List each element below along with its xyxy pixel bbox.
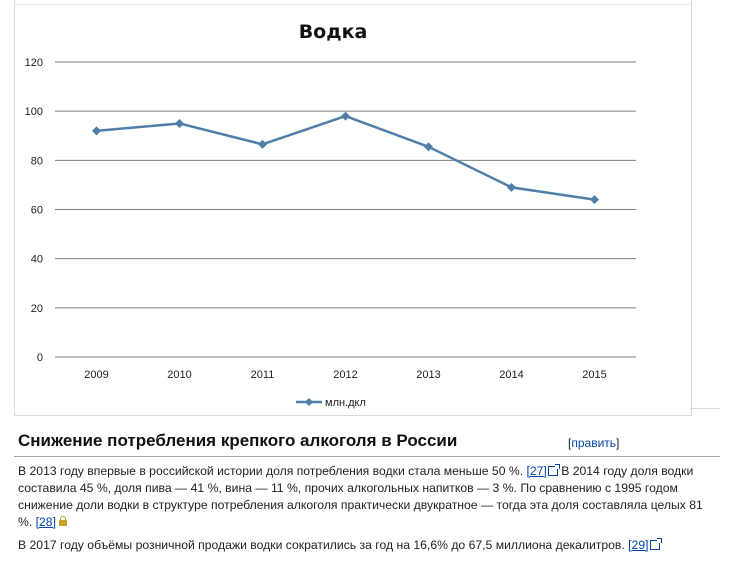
series-line <box>96 114 595 201</box>
data-point <box>341 111 350 121</box>
data-point <box>424 142 433 152</box>
legend-marker <box>305 398 313 406</box>
reference-29[interactable]: [29] <box>628 538 649 552</box>
chart-title: Водка <box>299 21 368 43</box>
y-tick-label: 120 <box>25 57 43 69</box>
reference-27[interactable]: [27] <box>526 464 547 478</box>
section-heading: Снижение потребления крепкого алкоголя в… <box>18 431 458 450</box>
data-point <box>507 182 516 192</box>
article-section: Снижение потребления крепкого алкоголя в… <box>14 430 720 554</box>
data-point <box>92 126 101 136</box>
paragraph-2-text: В 2017 году объёмы розничной продажи вод… <box>18 538 625 552</box>
chart-grid <box>55 61 636 358</box>
x-tick-label: 2011 <box>251 369 275 381</box>
y-tick-label: 0 <box>37 352 43 364</box>
edit-bracket-close: ] <box>616 436 620 450</box>
external-link-icon <box>649 538 662 550</box>
y-tick-label: 60 <box>31 205 43 217</box>
y-tick-label: 40 <box>31 254 43 266</box>
chart-frame <box>14 0 692 416</box>
x-tick-label: 2010 <box>167 369 191 381</box>
paragraph-1-text-b: В 2014 году доля водки составила 45 %, д… <box>18 464 703 529</box>
paragraph-1: В 2013 году впервые в российской истории… <box>18 463 718 531</box>
data-point <box>258 139 267 149</box>
section-heading-row: Снижение потребления крепкого алкоголя в… <box>14 430 720 457</box>
chart-series <box>92 111 599 205</box>
edit-bracket-open: [ <box>568 436 572 450</box>
chart-legend: млн.дкл <box>296 397 366 409</box>
chart-frame-top-border <box>14 4 690 5</box>
edit-section-link[interactable]: [править] <box>568 436 619 450</box>
x-tick-label: 2009 <box>84 369 108 381</box>
lock-icon <box>58 516 67 526</box>
external-link-icon <box>547 464 560 476</box>
data-point <box>590 195 599 205</box>
legend-label: млн.дкл <box>325 397 366 409</box>
x-tick-label: 2013 <box>416 369 440 381</box>
y-tick-label: 20 <box>31 303 43 315</box>
x-axis-ticks: 2009 2010 2011 2012 2013 2014 2015 <box>84 369 606 381</box>
reference-28[interactable]: [28] <box>35 515 56 529</box>
paragraph-1-text-a: В 2013 году впервые в российской истории… <box>18 464 524 478</box>
x-tick-label: 2015 <box>582 369 606 381</box>
chart-frame-notch <box>690 408 720 409</box>
y-tick-label: 100 <box>25 106 43 118</box>
edit-link-label[interactable]: править <box>571 436 617 450</box>
paragraph-2: В 2017 году объёмы розничной продажи вод… <box>18 537 718 554</box>
y-tick-label: 80 <box>31 155 43 167</box>
x-tick-label: 2012 <box>333 369 357 381</box>
x-tick-label: 2014 <box>499 369 523 381</box>
y-axis-ticks: 0 20 40 60 80 100 120 <box>25 57 43 364</box>
data-point <box>175 118 184 128</box>
